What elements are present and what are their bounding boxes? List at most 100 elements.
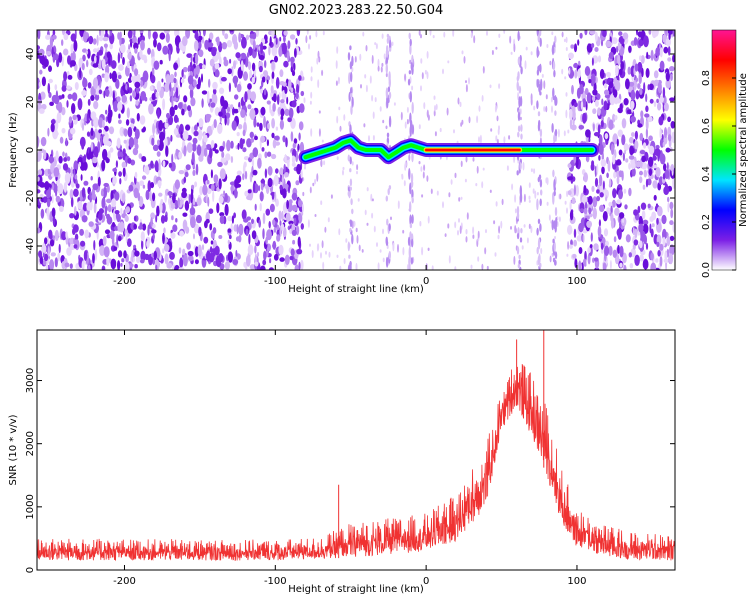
noise-cell	[371, 94, 374, 102]
noise-cell	[591, 57, 594, 66]
noise-cell	[119, 43, 126, 54]
noise-cell	[569, 118, 573, 130]
noise-cell	[101, 197, 106, 209]
noise-cell	[513, 43, 516, 53]
noise-cell	[625, 158, 629, 163]
noise-cell	[635, 77, 639, 83]
noise-cell	[383, 53, 386, 60]
noise-cell	[633, 239, 639, 246]
snr-y-tick-label: 1000	[25, 494, 36, 519]
noise-cell	[127, 126, 133, 138]
noise-cell	[366, 187, 369, 192]
noise-cell	[244, 56, 249, 68]
noise-cell	[486, 265, 489, 270]
noise-cell	[247, 189, 252, 194]
noise-cell	[284, 108, 290, 116]
noise-cell	[98, 36, 104, 42]
noise-cell	[271, 153, 277, 160]
noise-cell	[232, 259, 239, 265]
noise-cell	[356, 170, 358, 175]
noise-cell	[55, 150, 59, 162]
noise-cell	[54, 229, 59, 242]
noise-cell	[603, 100, 608, 111]
noise-cell	[362, 31, 365, 37]
noise-cell	[379, 106, 382, 112]
noise-cell	[162, 45, 169, 55]
noise-cell	[214, 62, 220, 70]
noise-cell	[511, 183, 514, 191]
noise-cell	[639, 150, 646, 155]
noise-cell	[653, 79, 660, 87]
noise-cell	[645, 93, 648, 103]
noise-cell	[87, 82, 92, 89]
noise-cell	[411, 189, 414, 200]
noise-cell	[159, 131, 165, 142]
noise-cell	[374, 42, 377, 46]
noise-cell	[249, 131, 254, 139]
noise-cell	[522, 161, 525, 171]
noise-cell	[411, 196, 414, 204]
noise-cell	[69, 263, 73, 269]
noise-cell	[470, 264, 473, 269]
noise-cell	[282, 188, 287, 199]
noise-cell	[90, 127, 94, 137]
noise-cell	[554, 35, 557, 44]
noise-cell	[194, 259, 199, 265]
noise-cell	[266, 139, 269, 147]
noise-cell	[519, 162, 522, 171]
noise-cell	[172, 224, 178, 232]
noise-cell	[140, 250, 146, 262]
noise-cell	[578, 60, 581, 66]
noise-cell	[63, 182, 68, 193]
noise-cell	[540, 247, 543, 255]
noise-cell	[182, 66, 188, 73]
noise-cell	[98, 129, 102, 134]
noise-cell	[608, 119, 614, 130]
noise-cell	[304, 166, 306, 170]
noise-cell	[637, 123, 643, 128]
noise-cell	[432, 35, 435, 39]
noise-cell	[70, 60, 76, 67]
noise-cell	[409, 43, 412, 55]
noise-cell	[452, 30, 455, 37]
noise-cell	[163, 244, 170, 252]
noise-cell	[385, 125, 388, 130]
noise-cell	[160, 215, 166, 224]
noise-cell	[158, 192, 163, 197]
noise-cell	[250, 137, 255, 143]
noise-cell	[120, 207, 123, 216]
noise-cell	[403, 180, 406, 187]
noise-cell	[668, 253, 674, 265]
noise-cell	[237, 124, 243, 130]
noise-cell	[351, 96, 354, 108]
noise-cell	[177, 57, 180, 66]
noise-cell	[617, 54, 621, 66]
noise-cell	[503, 136, 506, 144]
spectrogram-x-tick-label: 100	[567, 276, 586, 287]
noise-cell	[402, 247, 405, 256]
noise-cell	[670, 164, 675, 172]
noise-cell	[163, 30, 170, 34]
noise-cell	[81, 122, 85, 131]
noise-cell	[495, 135, 498, 142]
noise-cell	[218, 178, 222, 190]
noise-cell	[592, 207, 597, 220]
noise-cell	[56, 111, 62, 124]
noise-cell	[42, 252, 45, 258]
noise-cell	[198, 35, 203, 41]
noise-cell	[111, 70, 117, 83]
noise-cell	[63, 33, 69, 41]
noise-cell	[182, 130, 189, 141]
noise-cell	[586, 220, 592, 228]
noise-cell	[655, 258, 659, 263]
noise-cell	[246, 52, 250, 58]
noise-cell	[661, 134, 664, 140]
noise-cell	[348, 72, 351, 85]
noise-cell	[117, 101, 123, 112]
colorbar-label: Normalized spectral amplitude	[738, 73, 749, 227]
noise-cell	[347, 190, 350, 197]
noise-cell	[648, 156, 654, 167]
noise-cell	[584, 66, 591, 76]
noise-cell	[559, 193, 562, 200]
noise-cell	[195, 53, 199, 65]
